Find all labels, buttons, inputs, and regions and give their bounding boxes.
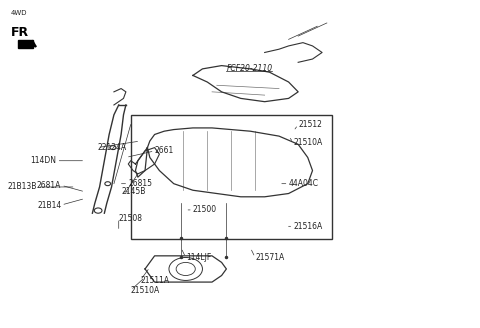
- Text: 2661: 2661: [155, 146, 174, 155]
- Text: 26815: 26815: [128, 179, 152, 188]
- Text: 21512: 21512: [298, 120, 322, 129]
- Text: 21510A: 21510A: [131, 286, 160, 295]
- Text: 2145B: 2145B: [121, 187, 145, 196]
- Text: 21500: 21500: [193, 205, 217, 215]
- Text: 2681A: 2681A: [37, 181, 61, 190]
- Text: 4WD: 4WD: [11, 10, 27, 16]
- Text: 21508: 21508: [119, 214, 143, 223]
- Text: 21B14: 21B14: [37, 200, 61, 210]
- Bar: [18, 40, 33, 48]
- Text: FR: FR: [11, 26, 29, 39]
- Text: FCF20-2110: FCF20-2110: [227, 64, 273, 73]
- Text: 21571A: 21571A: [255, 253, 284, 262]
- Text: 44A04C: 44A04C: [288, 179, 319, 188]
- Text: 21511A: 21511A: [140, 276, 169, 285]
- Bar: [131, 115, 332, 239]
- Text: 22124A: 22124A: [97, 143, 126, 152]
- Text: 21510A: 21510A: [293, 138, 323, 147]
- Text: 114LJF: 114LJF: [186, 253, 211, 262]
- Text: 21B13B: 21B13B: [8, 182, 37, 192]
- Text: 21516A: 21516A: [293, 222, 323, 231]
- Text: 114DN: 114DN: [31, 156, 57, 165]
